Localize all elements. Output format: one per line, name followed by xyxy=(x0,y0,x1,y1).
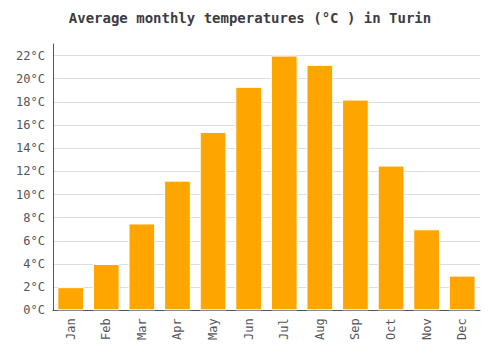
svg-text:Average monthly temperatures (: Average monthly temperatures (°C ) in Tu… xyxy=(69,10,431,26)
svg-text:May: May xyxy=(206,318,220,340)
svg-text:10°C: 10°C xyxy=(16,188,45,202)
svg-text:Mar: Mar xyxy=(135,318,149,340)
svg-text:Feb: Feb xyxy=(99,318,113,340)
svg-text:2°C: 2°C xyxy=(23,280,45,294)
svg-text:14°C: 14°C xyxy=(16,141,45,155)
svg-text:Aug: Aug xyxy=(313,318,327,340)
svg-text:4°C: 4°C xyxy=(23,257,45,271)
svg-text:8°C: 8°C xyxy=(23,211,45,225)
svg-text:Jun: Jun xyxy=(242,318,256,340)
svg-text:22°C: 22°C xyxy=(16,49,45,63)
svg-text:6°C: 6°C xyxy=(23,234,45,248)
svg-text:Sep: Sep xyxy=(348,318,362,340)
svg-text:Dec: Dec xyxy=(455,318,469,340)
svg-text:0°C: 0°C xyxy=(23,303,45,317)
svg-text:Nov: Nov xyxy=(420,318,434,340)
svg-text:20°C: 20°C xyxy=(16,72,45,86)
svg-text:16°C: 16°C xyxy=(16,118,45,132)
svg-text:18°C: 18°C xyxy=(16,95,45,109)
svg-text:Jul: Jul xyxy=(277,318,291,340)
svg-text:Oct: Oct xyxy=(384,318,398,340)
svg-text:Apr: Apr xyxy=(170,318,184,340)
svg-text:12°C: 12°C xyxy=(16,164,45,178)
svg-text:Jan: Jan xyxy=(64,318,78,340)
